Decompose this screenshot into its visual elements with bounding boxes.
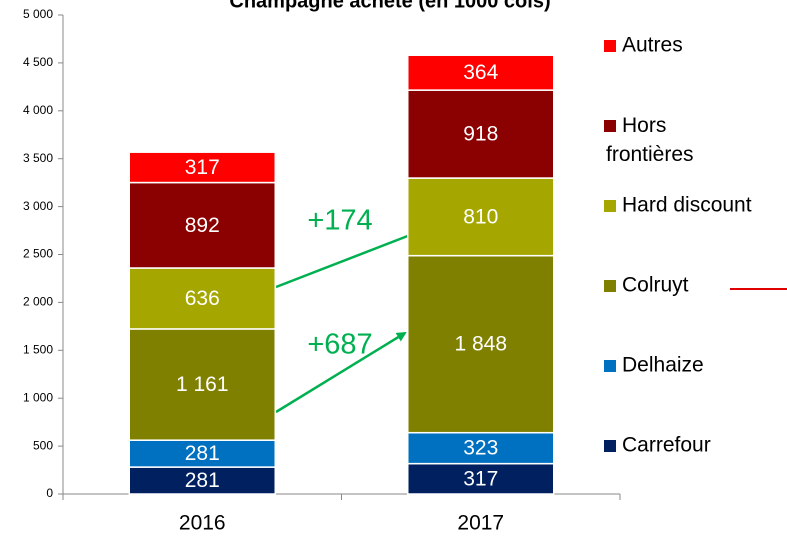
data-label: 281 xyxy=(185,469,220,492)
data-label: 1 848 xyxy=(454,333,507,356)
legend-label: Colruyt xyxy=(622,274,689,297)
y-tick-label: 500 xyxy=(33,438,53,452)
data-label: 317 xyxy=(185,156,220,179)
arrow xyxy=(275,230,420,289)
bar-segment xyxy=(407,177,555,257)
y-tick-label: 2 500 xyxy=(23,247,53,261)
legend-swatch xyxy=(604,120,616,132)
y-tick-label: 0 xyxy=(46,486,53,500)
legend-label: Autres xyxy=(622,34,683,57)
data-label: 323 xyxy=(463,437,498,460)
y-tick-label: 3 000 xyxy=(23,199,53,213)
y-tick-label: 4 000 xyxy=(23,103,53,117)
legend-label: Delhaize xyxy=(622,354,704,377)
y-tick-label: 4 500 xyxy=(23,55,53,69)
bar-segment xyxy=(407,54,555,91)
chart-title: Champagne acheté (en 1000 cols) xyxy=(229,0,550,12)
x-tick-label: 2016 xyxy=(179,512,226,535)
data-label: 636 xyxy=(185,287,220,310)
legend-swatch xyxy=(604,360,616,372)
annotation: +174 xyxy=(307,205,372,237)
legend-swatch xyxy=(604,40,616,52)
bar-segment xyxy=(407,462,555,495)
y-tick-label: 2 000 xyxy=(23,295,53,309)
legend-label: Hard discount xyxy=(622,194,752,217)
x-tick-label: 2017 xyxy=(457,512,504,535)
legend-swatch xyxy=(604,440,616,452)
bar-segment xyxy=(407,89,555,179)
bar-segment xyxy=(128,181,276,269)
data-label: 918 xyxy=(463,123,498,146)
y-tick-label: 3 500 xyxy=(23,151,53,165)
data-label: 364 xyxy=(463,61,498,84)
bar-segment xyxy=(128,267,276,330)
y-tick-label: 5 000 xyxy=(23,7,53,21)
arrow xyxy=(275,331,407,414)
legend-swatch xyxy=(604,280,616,292)
legend-label: Hors frontières xyxy=(606,114,694,166)
legend-label: Carrefour xyxy=(622,434,711,457)
bar-segment xyxy=(407,254,555,434)
annotation: +687 xyxy=(307,329,372,361)
y-tick-label: 1 500 xyxy=(23,342,53,356)
y-tick-label: 1 000 xyxy=(23,390,53,404)
bar-segment xyxy=(128,151,276,184)
data-label: 281 xyxy=(185,442,220,465)
legend-swatch xyxy=(604,200,616,212)
data-label: 810 xyxy=(463,205,498,228)
data-label: 317 xyxy=(463,467,498,490)
data-label: 892 xyxy=(185,214,220,237)
data-label: 1 161 xyxy=(176,373,229,396)
